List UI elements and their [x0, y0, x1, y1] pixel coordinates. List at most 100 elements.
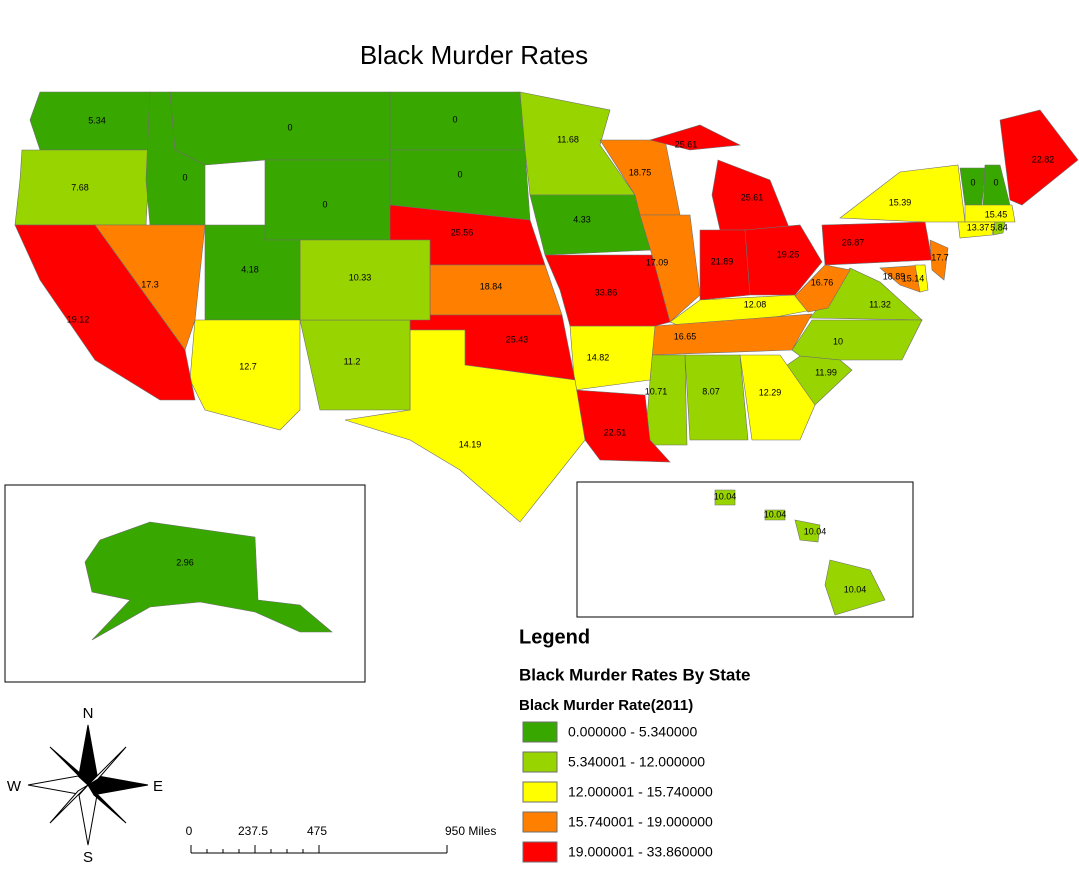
state-label: 10.04 [764, 509, 787, 519]
state-label: 14.82 [587, 352, 610, 362]
state-label: 25.43 [506, 334, 529, 344]
legend-swatch [522, 721, 558, 743]
state-label: 12.7 [239, 361, 257, 371]
scale-label: 0 [186, 824, 193, 838]
legend-label: 19.000001 - 33.860000 [568, 844, 713, 860]
state [84, 521, 333, 641]
state [744, 224, 823, 296]
state-label: 2.96 [176, 557, 194, 567]
state [794, 264, 851, 313]
state-label: 14.19 [459, 439, 482, 449]
state-label: 18.84 [480, 281, 503, 291]
state-label: 19.25 [777, 249, 800, 259]
alaska-inset [4, 484, 366, 683]
state [648, 124, 742, 151]
scale-label: 475 [307, 824, 327, 838]
legend-title: Legend [519, 626, 590, 648]
states [14, 91, 1079, 641]
state [714, 489, 736, 506]
scale-label: 237.5 [238, 824, 268, 838]
compass-w: W [7, 778, 22, 795]
scale-label: 950 Miles [445, 824, 496, 838]
state-label: 11.99 [815, 367, 837, 377]
state-label: 17.7 [931, 252, 949, 262]
state-label: 0 [322, 199, 327, 209]
state-label: 10.04 [714, 491, 737, 501]
state-label: 0 [452, 114, 457, 124]
state [344, 329, 586, 523]
state [14, 224, 196, 401]
state [929, 239, 949, 281]
state-label: 25.56 [451, 227, 474, 237]
state [957, 221, 996, 239]
state [684, 354, 749, 441]
legend-swatch [522, 781, 558, 803]
state-label: 10.71 [645, 386, 668, 396]
state-label: 12.08 [744, 299, 767, 309]
state-label: 15.39 [889, 197, 912, 207]
state-label: 18.89 [883, 271, 906, 281]
state [639, 214, 701, 323]
state [914, 264, 929, 293]
legend-swatch [522, 751, 558, 773]
state-label: 5.34 [88, 115, 106, 125]
state-label: 4.33 [573, 214, 591, 224]
compass: N S E W [7, 705, 163, 866]
state-label: 0 [993, 177, 998, 187]
state-label: 16.76 [811, 277, 834, 287]
map-title: Black Murder Rates [360, 40, 588, 70]
state [999, 109, 1079, 206]
state-label: 21.89 [711, 256, 734, 266]
state-label: 10.04 [844, 584, 867, 594]
state [791, 319, 923, 361]
state [839, 164, 966, 223]
state-label: 25.61 [741, 192, 764, 202]
state-label: 15.45 [985, 209, 1008, 219]
state-label: 0 [457, 169, 462, 179]
state-label: 11.32 [869, 299, 891, 309]
state-label: 19.12 [67, 314, 90, 324]
state-label: 5.84 [990, 222, 1008, 232]
state-label: 7.68 [71, 182, 89, 192]
compass-point [87, 746, 127, 786]
state-label: 4.18 [241, 264, 259, 274]
state-label: 26.87 [842, 237, 865, 247]
state [764, 509, 786, 521]
compass-point [87, 784, 127, 824]
state-label: 11.68 [557, 134, 579, 144]
compass-s: S [83, 849, 93, 866]
legend-swatch [522, 841, 558, 863]
state-label: 16.65 [674, 331, 697, 341]
state-label: 11.2 [344, 356, 361, 366]
state [544, 254, 671, 327]
state [992, 221, 1006, 236]
compass-point [49, 746, 89, 786]
state-label: 22.51 [604, 427, 627, 437]
state [529, 194, 653, 256]
legend-field: Black Murder Rate(2011) [519, 697, 693, 714]
state-label: 0 [182, 172, 187, 182]
state [821, 221, 933, 266]
state [794, 519, 821, 543]
legend-layer: Black Murder Rates By State [519, 665, 750, 684]
legend-label: 12.000001 - 15.740000 [568, 784, 713, 800]
state-label: 17.09 [646, 257, 669, 267]
state-label: 22.82 [1032, 154, 1055, 164]
state-label: 0 [287, 122, 292, 132]
state-label: 15.14 [902, 273, 925, 283]
legend-swatch [522, 811, 558, 833]
state-label: 13.37 [967, 222, 990, 232]
legend-label: 15.740001 - 19.000000 [568, 814, 713, 830]
state-label: 8.07 [702, 386, 720, 396]
hawaii-inset [576, 481, 914, 618]
state [824, 559, 886, 616]
compass-e: E [153, 778, 163, 795]
state-label: 10.04 [804, 526, 827, 536]
state [964, 204, 1016, 223]
state-labels: 5.34 7.68 0 0 0 0 0 25.56 11.68 4.33 18.75 17.09 25.… [67, 114, 1055, 594]
legend-label: 5.340001 - 12.000000 [568, 754, 705, 770]
compass-point [49, 784, 89, 824]
state-label: 10 [833, 336, 843, 346]
state-label: 25.61 [675, 139, 698, 149]
